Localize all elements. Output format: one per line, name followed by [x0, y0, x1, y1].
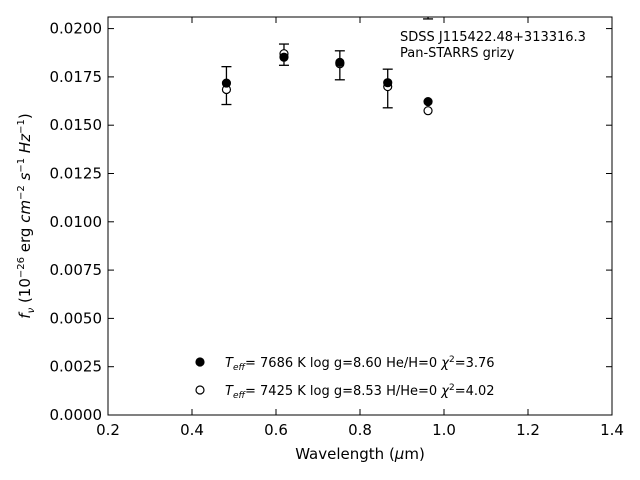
y-tick-label: 0.0125 — [50, 164, 103, 182]
legend-entry: Teff= 7425 K log g=8.53 H/He=0 χ2=4.02 — [225, 383, 495, 401]
y-tick-label: 0.0175 — [50, 68, 103, 86]
x-axis-label: Wavelength (μm) — [295, 445, 425, 463]
y-tick-label: 0.0150 — [50, 116, 103, 134]
model-point-filled — [423, 97, 433, 107]
annotation-object-name: SDSS J115422.48+313316.3 — [400, 30, 586, 45]
x-tick-label: 0.8 — [348, 421, 372, 439]
data-layer — [221, 17, 434, 116]
observed-errorbar — [423, 17, 434, 20]
y-tick-label: 0.0025 — [50, 358, 103, 376]
y-tick-label: 0.0000 — [50, 406, 103, 424]
model-point-filled — [383, 78, 393, 88]
y-tick-label: 0.0050 — [50, 309, 103, 327]
y-tick-label: 0.0075 — [50, 261, 103, 279]
x-tick-label: 1.0 — [432, 421, 456, 439]
x-tick-label: 0.2 — [96, 421, 120, 439]
y-tick-label: 0.0100 — [50, 213, 103, 231]
model-point-filled — [335, 57, 345, 68]
legend: Teff= 7686 K log g=8.60 He/H=0 χ2=3.76 Te… — [195, 355, 495, 401]
plot-frame — [107, 16, 613, 416]
model-point-open — [423, 106, 433, 116]
annotation-survey: Pan-STARRS grizy — [400, 46, 515, 61]
legend-marker — [195, 385, 205, 395]
y-tick-label: 0.0200 — [50, 20, 103, 38]
legend-entry: Teff= 7686 K log g=8.60 He/H=0 χ2=3.76 — [225, 355, 495, 373]
x-tick-label: 1.2 — [516, 421, 540, 439]
model-point-filled — [221, 78, 232, 88]
x-tick-label: 0.4 — [180, 421, 204, 439]
model-point-filled — [279, 52, 289, 62]
tick-labels: 0.2 0.4 0.6 0.8 1.0 1.2 1.4 0.0000 0.0025 0.0050 0… — [50, 20, 624, 439]
x-tick-label: 1.4 — [600, 421, 624, 439]
legend-marker — [195, 357, 205, 367]
x-tick-label: 0.6 — [264, 421, 288, 439]
y-axis-label: fν (10−26 erg cm−2 s−1 Hz−1) — [16, 113, 37, 318]
